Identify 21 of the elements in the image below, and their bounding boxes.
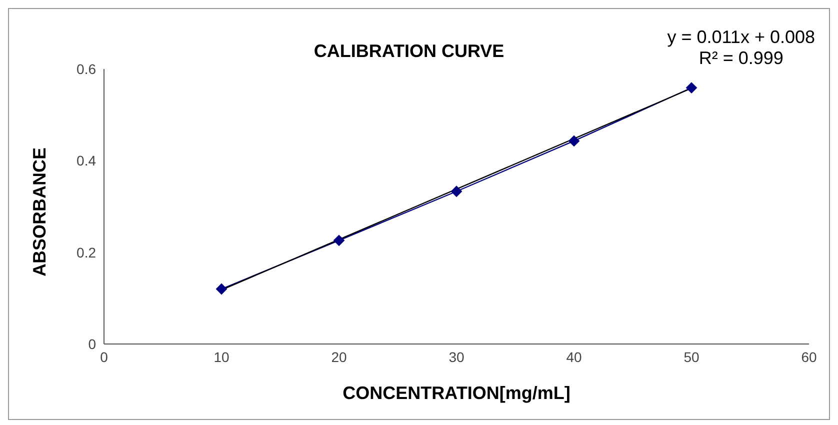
x-tick-label: 40 (566, 348, 582, 365)
text: R² = 0.999 (698, 48, 784, 69)
chart-title: CALIBRATION CURVE (312, 41, 506, 62)
x-tick-label: 10 (214, 348, 230, 365)
y-tick-label: 0.4 (76, 152, 96, 169)
x-tick-label: 30 (448, 348, 464, 365)
y-tick-label: 0 (88, 336, 96, 352)
point (686, 82, 697, 94)
x-tick-label: 60 (801, 348, 817, 365)
text: y = 0.011x + 0.008 (667, 27, 815, 48)
x-axis-title: CONCENTRATION[mg/mL] (342, 383, 570, 403)
y-axis-title: ABSORBANCE (29, 147, 50, 276)
x-tick-label: 20 (331, 348, 347, 365)
point (568, 135, 580, 146)
y-tick-label: 0.2 (76, 244, 96, 260)
point (216, 284, 227, 294)
y-tick-label: 0.6 (76, 60, 96, 77)
x-tick-label: 0 (100, 348, 108, 365)
point (451, 186, 462, 197)
x-tick-label: 50 (684, 348, 700, 365)
point (334, 234, 344, 246)
